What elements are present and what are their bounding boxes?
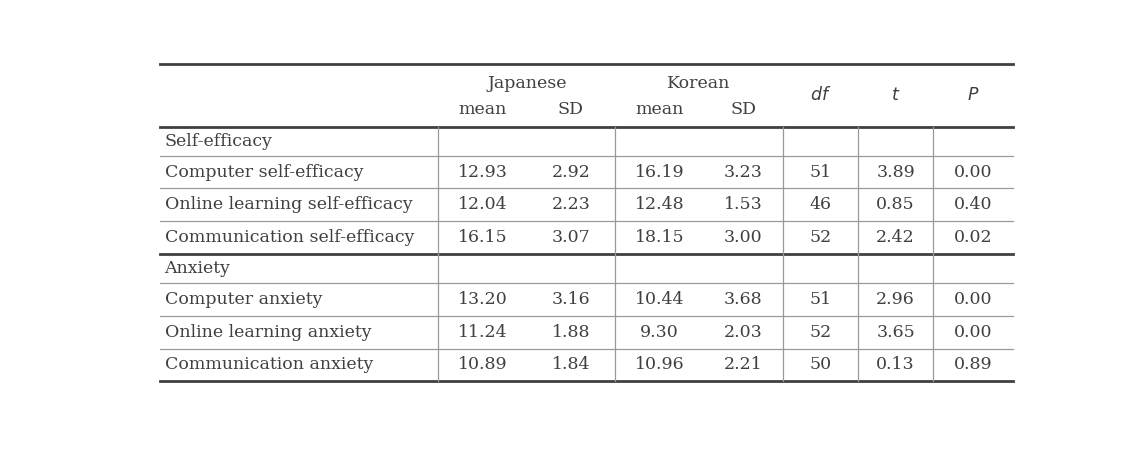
Text: 50: 50 (809, 357, 832, 373)
Text: 10.89: 10.89 (458, 357, 507, 373)
Text: 0.89: 0.89 (954, 357, 992, 373)
Text: 13.20: 13.20 (458, 291, 507, 308)
Text: $P$: $P$ (967, 87, 979, 104)
Text: 0.85: 0.85 (877, 196, 915, 213)
Text: SD: SD (557, 101, 584, 118)
Text: 2.03: 2.03 (724, 324, 763, 340)
Text: Self-efficacy: Self-efficacy (164, 133, 272, 150)
Text: 3.00: 3.00 (724, 229, 763, 246)
Text: 3.07: 3.07 (552, 229, 591, 246)
Text: 3.23: 3.23 (724, 164, 763, 181)
Text: 51: 51 (809, 164, 832, 181)
Text: 3.16: 3.16 (552, 291, 591, 308)
Text: 1.53: 1.53 (724, 196, 763, 213)
Text: 16.15: 16.15 (458, 229, 507, 246)
Text: mean: mean (635, 101, 684, 118)
Text: 3.89: 3.89 (877, 164, 915, 181)
Text: 11.24: 11.24 (458, 324, 507, 340)
Text: Computer anxiety: Computer anxiety (164, 291, 323, 308)
Text: 3.65: 3.65 (877, 324, 915, 340)
Text: mean: mean (458, 101, 507, 118)
Text: $t$: $t$ (891, 87, 901, 104)
Text: Japanese: Japanese (487, 74, 567, 91)
Text: 0.00: 0.00 (954, 164, 992, 181)
Text: 52: 52 (809, 324, 832, 340)
Text: 0.40: 0.40 (954, 196, 992, 213)
Text: 2.21: 2.21 (724, 357, 763, 373)
Text: $df$: $df$ (809, 86, 831, 104)
Text: 2.42: 2.42 (877, 229, 915, 246)
Text: 12.04: 12.04 (458, 196, 507, 213)
Text: Computer self-efficacy: Computer self-efficacy (164, 164, 364, 181)
Text: 2.92: 2.92 (552, 164, 591, 181)
Text: 2.96: 2.96 (877, 291, 915, 308)
Text: 16.19: 16.19 (635, 164, 684, 181)
Text: Communication anxiety: Communication anxiety (164, 357, 373, 373)
Text: Korean: Korean (667, 74, 731, 91)
Text: 18.15: 18.15 (635, 229, 684, 246)
Text: 0.00: 0.00 (954, 324, 992, 340)
Text: 9.30: 9.30 (640, 324, 678, 340)
Text: 2.23: 2.23 (552, 196, 591, 213)
Text: 0.02: 0.02 (954, 229, 992, 246)
Text: Online learning self-efficacy: Online learning self-efficacy (164, 196, 413, 213)
Text: Communication self-efficacy: Communication self-efficacy (164, 229, 414, 246)
Text: 12.48: 12.48 (635, 196, 684, 213)
Text: Online learning anxiety: Online learning anxiety (164, 324, 372, 340)
Text: 0.00: 0.00 (954, 291, 992, 308)
Text: 1.88: 1.88 (552, 324, 591, 340)
Text: SD: SD (731, 101, 756, 118)
Text: 12.93: 12.93 (457, 164, 507, 181)
Text: 3.68: 3.68 (724, 291, 763, 308)
Text: 1.84: 1.84 (552, 357, 591, 373)
Text: Anxiety: Anxiety (164, 260, 230, 277)
Text: 0.13: 0.13 (877, 357, 915, 373)
Text: 10.44: 10.44 (635, 291, 684, 308)
Text: 51: 51 (809, 291, 832, 308)
Text: 46: 46 (809, 196, 831, 213)
Text: 10.96: 10.96 (635, 357, 684, 373)
Text: 52: 52 (809, 229, 832, 246)
